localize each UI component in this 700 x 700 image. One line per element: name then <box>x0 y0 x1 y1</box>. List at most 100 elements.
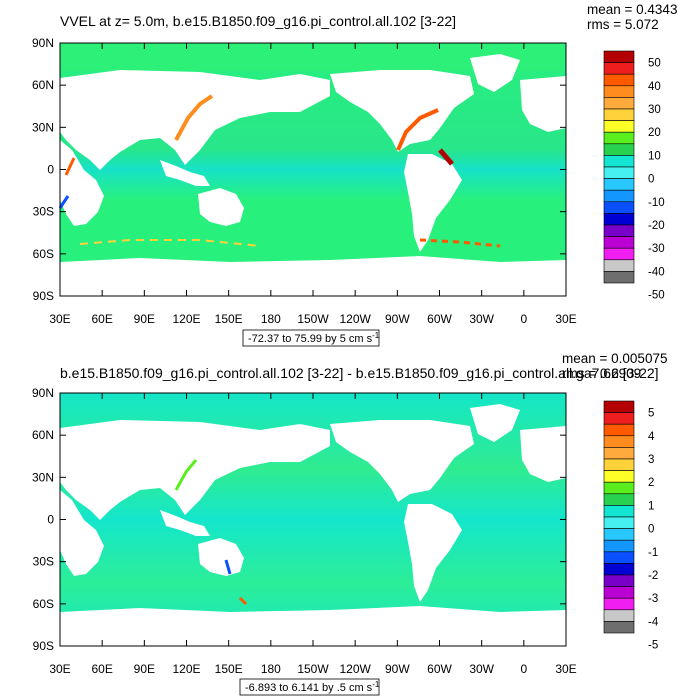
x-tick-label: 30E <box>49 662 70 676</box>
colorbar-swatch <box>603 423 635 437</box>
colorbar-swatch <box>603 435 635 448</box>
colorbar-swatch <box>603 97 635 110</box>
land-greenland <box>470 404 520 442</box>
colorbar-swatch <box>603 505 635 518</box>
x-tick-label: 90E <box>134 312 155 326</box>
colorbar-swatch <box>603 143 635 156</box>
x-tick-label: 60E <box>91 662 112 676</box>
x-tick-label: 150E <box>215 662 243 676</box>
colorbar-label: 10 <box>648 150 661 162</box>
colorbar-swatch <box>603 621 635 634</box>
colorbar-label: -40 <box>648 266 665 278</box>
colorbar-label: 1 <box>648 500 654 512</box>
land-europe-west <box>520 426 566 482</box>
colorbar-label: 0 <box>648 174 654 186</box>
colorbar-label: -10 <box>648 197 665 209</box>
colorbar-swatch <box>603 516 635 529</box>
colorbar-swatch <box>603 201 635 214</box>
panel-2-range-box <box>239 678 380 696</box>
colorbar-swatch <box>603 236 635 249</box>
panel-1-x-axis: 30E 60E 90E 120E 150E 180 150W 120W 90W 60W 30W 0 30… <box>49 43 577 326</box>
x-tick-label: 90E <box>134 662 155 676</box>
land-antarctic-edge <box>60 606 566 620</box>
x-tick-label: 0 <box>520 312 527 326</box>
land-antarctic-edge <box>60 256 566 270</box>
colorbar-swatch <box>603 62 635 75</box>
colorbar-swatch <box>603 539 635 553</box>
feature-kuroshio <box>174 459 198 491</box>
colorbar-label: 3 <box>648 454 654 466</box>
colorbar-label: 20 <box>648 127 661 139</box>
colorbar-label: -2 <box>648 570 658 582</box>
x-tick-label: 150W <box>297 312 329 326</box>
panel-1-map <box>58 42 567 297</box>
land-greenland <box>470 54 520 92</box>
colorbar-swatch <box>603 120 635 133</box>
y-tick-label: 90N <box>32 36 54 50</box>
colorbar-swatch <box>603 563 635 576</box>
y-tick-label: 30S <box>33 205 54 219</box>
feature-acc-1 <box>79 239 261 247</box>
colorbar-swatch <box>603 178 635 191</box>
x-tick-label: 30W <box>469 662 494 676</box>
land-australia <box>198 538 244 576</box>
colorbar-swatch <box>603 551 635 564</box>
land-africa <box>60 490 104 576</box>
land-southeast-asia <box>160 510 210 536</box>
x-tick-label: 60E <box>91 312 112 326</box>
y-tick-label: 30S <box>33 555 54 569</box>
panel-2-colorbar: 5 4 3 2 1 0 -1 -2 -3 -4 -5 <box>603 400 659 652</box>
panel-2-rms: rms = 0.2909 <box>562 366 641 381</box>
land-south-america <box>404 504 462 602</box>
panel-1-range-label: -72.37 to 75.99 by 5 cm s-1 <box>248 331 380 345</box>
colorbar-swatch <box>603 85 635 98</box>
colorbar-swatch <box>603 166 635 179</box>
panel-1-land <box>60 54 566 296</box>
x-tick-label: 30W <box>469 312 494 326</box>
colorbar-swatch <box>603 609 635 622</box>
land-australia <box>198 188 244 226</box>
x-tick-label: 150E <box>215 312 243 326</box>
panel-1-features <box>58 94 501 248</box>
land-north-america <box>330 420 474 502</box>
colorbar-label: -50 <box>648 290 665 302</box>
colorbar-swatch <box>603 271 635 284</box>
feature-acc-2 <box>419 238 501 248</box>
panel-2-title: b.e15.B1850.f09_g16.pi_control.all.102 [… <box>60 365 659 381</box>
land-southeast-asia <box>160 160 210 186</box>
panel-2-range-label: -6.893 to 6.141 by .5 cm s-1 <box>245 680 380 694</box>
x-tick-label: 0 <box>520 662 527 676</box>
land-south-america <box>404 154 462 252</box>
panel-2-map <box>59 392 567 647</box>
x-tick-label: 180 <box>261 312 281 326</box>
colorbar-swatch <box>603 213 635 226</box>
panel-2: b.e15.B1850.f09_g16.pi_control.all.102 [… <box>32 351 667 696</box>
panel-1-range-box <box>242 329 380 347</box>
feature-somali <box>64 157 76 176</box>
x-tick-label: 180 <box>261 662 281 676</box>
panel-1-y-axis: 90N 60N 30N 0 30S 60S 90S <box>32 36 566 303</box>
colorbar-swatch <box>603 247 635 261</box>
x-tick-label: 90W <box>385 312 410 326</box>
y-tick-label: 60S <box>33 247 54 261</box>
land-antarctica <box>60 618 566 646</box>
colorbar-label: 4 <box>648 431 655 443</box>
colorbar-swatch <box>603 259 635 272</box>
x-tick-label: 120W <box>339 312 371 326</box>
colorbar-swatch <box>603 50 635 63</box>
colorbar-swatch <box>603 155 635 168</box>
panel-2-mean: mean = 0.005075 <box>562 351 667 366</box>
y-tick-label: 30N <box>32 120 54 134</box>
panel-2-land <box>60 404 566 646</box>
panel-1-rms: rms = 5.072 <box>587 17 659 32</box>
feature-kuroshio <box>174 94 214 141</box>
x-tick-label: 30E <box>555 312 576 326</box>
colorbar-label: 0 <box>648 524 654 536</box>
colorbar-swatch <box>603 574 635 587</box>
panel-1-colorbar: 50 40 30 20 10 0 -10 -20 -30 -40 -50 <box>603 50 665 302</box>
colorbar-swatch <box>603 493 635 506</box>
feature-indonesia <box>224 559 232 575</box>
colorbar-label: -4 <box>648 616 659 628</box>
feature-acc-spot <box>238 596 248 606</box>
y-tick-label: 0 <box>47 163 54 177</box>
